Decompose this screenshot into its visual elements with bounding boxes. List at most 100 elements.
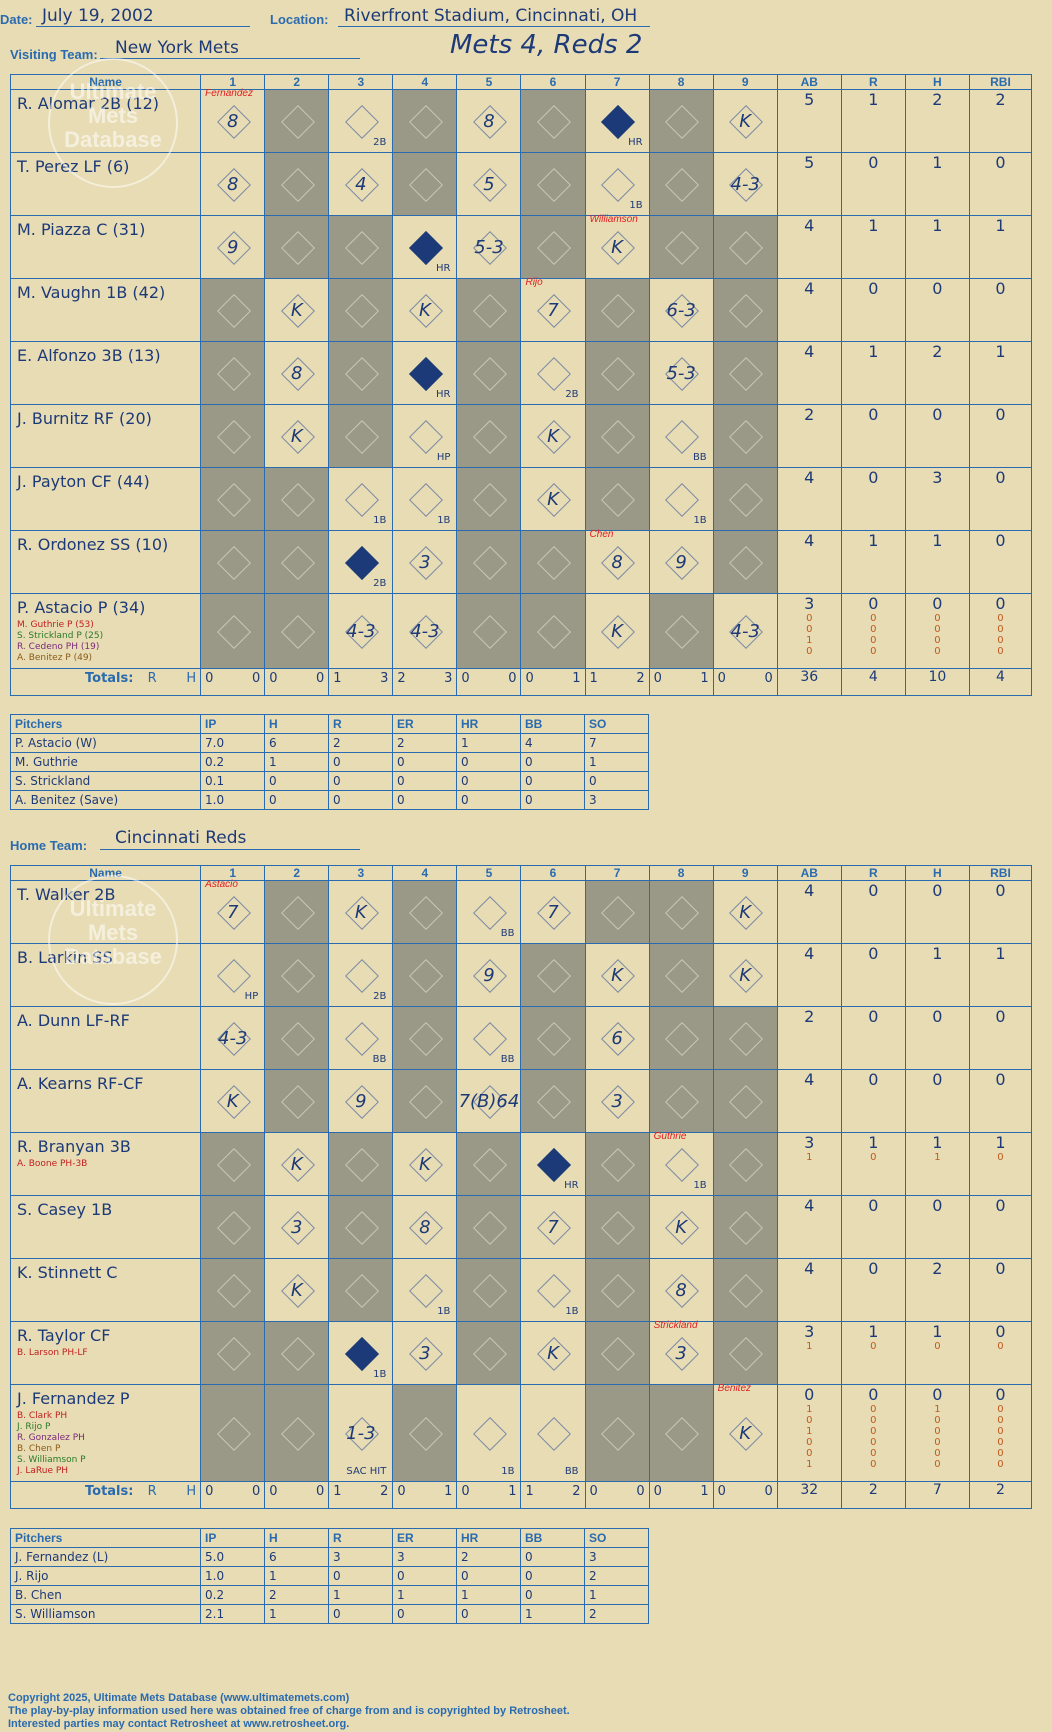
batter-h: 2 [904, 1258, 970, 1322]
inning-cell [392, 943, 458, 1007]
inning-cell: K [328, 880, 394, 944]
inning-hits: 1 [572, 671, 581, 686]
diamond-icon [729, 231, 764, 265]
footer-contact: Interested parties may contact Retroshee… [8, 1718, 350, 1730]
sub-stat-value: 0 [806, 646, 813, 657]
play-result: 3 [675, 1343, 687, 1364]
pitcher-row: S. Williamson 2.1 1 0 0 0 1 2 [10, 1604, 649, 1624]
sub-stat-value: 0 [870, 1426, 877, 1437]
batter-h: 3 [904, 467, 970, 531]
inning-cell [712, 341, 778, 405]
sub-stat-value: 0 [934, 1415, 941, 1426]
pitcher-name: S. Strickland [10, 771, 201, 791]
inning-hits: 0 [316, 1484, 325, 1499]
diamond-icon [729, 483, 764, 517]
diamond-icon [344, 420, 379, 454]
inning-cell: 7(B)64 [456, 1069, 522, 1133]
play-result: 9 [483, 965, 495, 986]
batter-h: 0 [904, 404, 970, 468]
col-header-rbi: RBI [968, 74, 1033, 90]
batter-r: 0 [840, 880, 906, 944]
batter-r: 0 [840, 1258, 906, 1322]
inning-cell: 3 Strickland [648, 1320, 714, 1385]
diamond-icon [601, 294, 636, 328]
inning-cell: 9 [456, 943, 522, 1007]
pitcher-stat: 1 [264, 1566, 329, 1586]
inning-cell [264, 152, 330, 216]
diamond-icon [665, 896, 700, 930]
inning-cell [648, 593, 714, 669]
batter-row: A. Dunn LF-RF 4-3 BB BB 6 2 0 0 0 [9, 1006, 1033, 1070]
inning-cell: 7 Astacio [200, 879, 266, 944]
diamond-icon [537, 168, 571, 202]
play-result: 9 [355, 1091, 367, 1112]
total-rbi: 4 [968, 668, 1033, 696]
pitcher-col-header: ER [392, 1528, 457, 1548]
batter-name: T. Walker 2B [17, 885, 116, 904]
batter-rbi: 0 [968, 530, 1033, 594]
batter-r: 0 [840, 1006, 906, 1070]
diamond-icon [280, 896, 315, 930]
stat-value: 0 [932, 1385, 943, 1404]
diamond-icon [216, 1417, 251, 1451]
diamond-icon [344, 1022, 379, 1056]
pitcher-stat: 1 [328, 1585, 393, 1605]
inning-runs: 1 [333, 1484, 342, 1499]
diamond-icon [472, 615, 507, 649]
batter-name-cell: R. Alomar 2B (12) [9, 89, 202, 153]
play-tag: HR [435, 389, 451, 400]
substitute-name: S. Strickland P (25) [17, 631, 104, 641]
inning-cell [456, 1132, 522, 1196]
inning-cell: K [584, 593, 650, 669]
batter-name: J. Payton CF (44) [17, 472, 150, 491]
col-header-inning-7: 7 [584, 865, 650, 881]
stat-value: 3 [804, 594, 815, 613]
sub-stat-value: 0 [870, 1341, 877, 1352]
pitcher-stat: 1 [264, 1604, 329, 1624]
inning-cell [520, 89, 586, 153]
substitute-name: R. Gonzalez PH [17, 1433, 85, 1443]
inning-cell: 5-3 [456, 215, 522, 279]
totals-row: Totals: R H 0 0 0 0 1 3 2 3 0 0 0 1 1 2 0 1 0 0 36 4 10 4 [9, 668, 1033, 696]
batter-rbi: 0 [968, 1069, 1033, 1133]
diamond-icon [665, 615, 700, 649]
batter-r: 0 [840, 404, 906, 468]
pitcher-stat: 5.0 [200, 1547, 265, 1567]
stat-value: 0 [868, 279, 879, 298]
inning-cell: 3 [392, 1321, 458, 1385]
inning-cell [200, 1384, 266, 1482]
sub-stat-value: 0 [870, 1459, 877, 1470]
inning-runs: 0 [717, 1484, 726, 1499]
pitcher-stat: 0 [328, 1604, 393, 1624]
diamond-icon [729, 420, 764, 454]
batter-rbi: 0 [968, 152, 1033, 216]
batter-name: A. Kearns RF-CF [17, 1074, 144, 1093]
pitcher-stat: 0 [456, 1566, 521, 1586]
batter-ab: 4 [776, 467, 842, 531]
diamond-icon [472, 420, 507, 454]
batter-row: R. Alomar 2B (12) 8 Fernandez 2B 8 HR K 5 1 2 2 [9, 88, 1033, 153]
batter-name-cell: J. Burnitz RF (20) [9, 404, 202, 468]
pitcher-name: P. Astacio (W) [10, 733, 201, 753]
inning-cell [712, 1258, 778, 1322]
pitcher-stat: 1 [456, 1585, 521, 1605]
inning-hits: 0 [508, 671, 517, 686]
batter-row: T. Walker 2B 7 Astacio K BB 7 K 4 0 0 0 [9, 879, 1033, 944]
inning-runs: 1 [333, 671, 342, 686]
play-result: 5-3 [474, 237, 504, 258]
batter-name-cell: T. Perez LF (6) [9, 152, 202, 216]
play-tag: BB [372, 1054, 387, 1065]
play-tag: BB [500, 1054, 515, 1065]
pitching-change-note: Benitez [717, 1383, 752, 1394]
inning-cell: 4-3 [712, 593, 778, 669]
stat-value: 0 [995, 279, 1006, 298]
diamond-icon [408, 1274, 443, 1308]
inning-cell: K [712, 880, 778, 944]
inning-cell: 9 [328, 1069, 394, 1133]
play-tag: 1B [373, 515, 387, 526]
pitcher-stat: 2 [328, 733, 393, 753]
inning-cell: 4-3 [328, 593, 394, 669]
